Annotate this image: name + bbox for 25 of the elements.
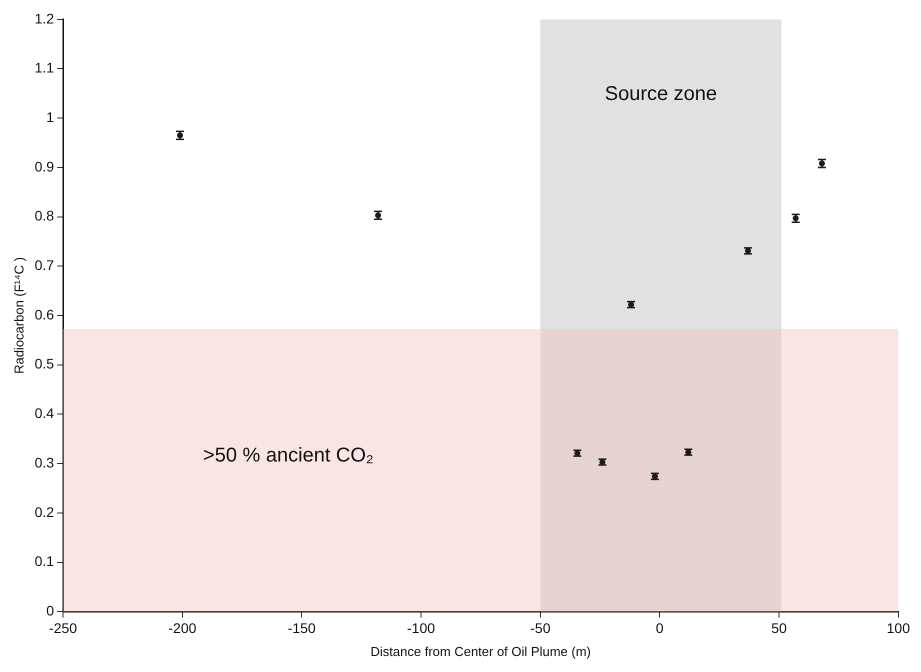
y-tick-label: 0.5 <box>34 356 54 372</box>
y-tick-label: 0.1 <box>34 553 54 570</box>
y-tick-label: 0 <box>46 602 54 618</box>
x-tick-label: -250 <box>49 620 78 636</box>
x-tick-label: -100 <box>407 620 436 636</box>
y-tick-label: 1 <box>46 108 54 125</box>
y-tick-label: 1.2 <box>34 10 54 26</box>
x-axis-title: Distance from Center of Oil Plume (m) <box>370 644 591 659</box>
x-tick-label: 100 <box>886 620 910 636</box>
y-tick-label: 0.7 <box>34 257 54 274</box>
y-tick-label: 0.8 <box>34 208 54 224</box>
x-tick-label: -200 <box>168 620 197 636</box>
x-tick-label: 0 <box>656 620 664 636</box>
y-tick-label: 0.6 <box>34 306 54 322</box>
x-tick-label: 50 <box>771 620 787 636</box>
y-tick-label: 0.3 <box>34 454 54 470</box>
y-tick-label: 0.9 <box>34 158 54 174</box>
x-tick-label: -150 <box>288 620 316 636</box>
y-tick-label: 1.1 <box>34 60 54 76</box>
x-tick-label: -50 <box>530 620 551 636</box>
band-label: Source zone <box>604 82 718 105</box>
y-tick-label: 0.2 <box>34 504 54 520</box>
y-axis-title: Radiocarbon (F¹⁴C ) <box>11 257 26 374</box>
band-label: >50 % ancient CO₂ <box>203 444 374 467</box>
y-tick-label: 0.4 <box>34 405 54 422</box>
